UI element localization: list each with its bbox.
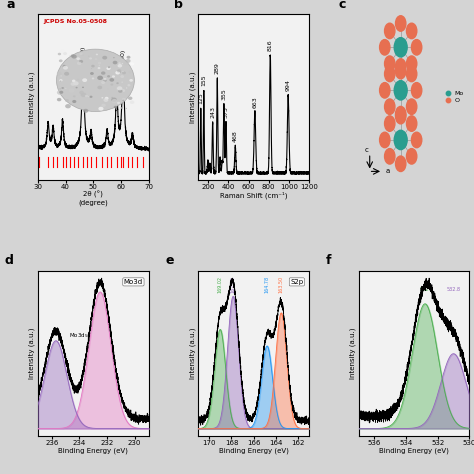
Text: 468: 468 <box>233 130 238 142</box>
Text: 994: 994 <box>286 79 291 91</box>
Text: Mo3d$_{5/2}$: Mo3d$_{5/2}$ <box>69 331 91 340</box>
Circle shape <box>407 66 417 82</box>
Circle shape <box>395 156 406 172</box>
Circle shape <box>395 16 406 31</box>
Circle shape <box>411 132 422 148</box>
X-axis label: Binding Energy (eV): Binding Energy (eV) <box>219 447 289 454</box>
Circle shape <box>384 116 395 131</box>
Text: a: a <box>385 168 390 174</box>
Circle shape <box>384 23 395 39</box>
Circle shape <box>407 116 417 131</box>
Text: 289: 289 <box>215 63 220 74</box>
Circle shape <box>384 66 395 82</box>
Text: 125: 125 <box>198 92 203 104</box>
Text: 164.78: 164.78 <box>264 275 270 293</box>
Text: 532.8: 532.8 <box>447 287 460 292</box>
Circle shape <box>380 82 390 98</box>
Text: 355: 355 <box>221 89 227 100</box>
Text: Mo3d: Mo3d <box>124 279 143 285</box>
Text: 663: 663 <box>252 96 257 108</box>
Circle shape <box>384 99 395 114</box>
Text: S2p: S2p <box>290 279 303 285</box>
X-axis label: 2θ (°)
(degree): 2θ (°) (degree) <box>78 191 108 206</box>
Circle shape <box>384 56 395 72</box>
X-axis label: Binding Energy (eV): Binding Energy (eV) <box>58 447 128 454</box>
Circle shape <box>394 81 407 100</box>
Text: (0100): (0100) <box>120 48 126 69</box>
Text: e: e <box>165 254 173 267</box>
Text: 167.85: 167.85 <box>231 275 236 293</box>
Text: (810): (810) <box>81 46 85 63</box>
Text: 155: 155 <box>201 75 206 86</box>
Legend: Mo, O: Mo, O <box>444 88 466 106</box>
Text: 375: 375 <box>223 106 228 118</box>
Text: c: c <box>339 0 346 10</box>
Text: 243: 243 <box>210 106 215 118</box>
X-axis label: Raman Shift (cm⁻¹): Raman Shift (cm⁻¹) <box>220 191 287 199</box>
Text: 816: 816 <box>268 39 273 51</box>
Y-axis label: Intensity (a.u.): Intensity (a.u.) <box>28 328 35 379</box>
Text: JCPDS No.05-0508: JCPDS No.05-0508 <box>44 19 108 24</box>
Circle shape <box>380 39 390 55</box>
Text: 163.50: 163.50 <box>279 275 284 293</box>
Circle shape <box>395 64 406 79</box>
Y-axis label: Intensity (a.u.): Intensity (a.u.) <box>189 328 195 379</box>
Circle shape <box>407 148 417 164</box>
Text: f: f <box>326 254 331 267</box>
Circle shape <box>407 23 417 39</box>
Text: 169.02: 169.02 <box>218 275 223 292</box>
Circle shape <box>395 59 406 74</box>
Circle shape <box>384 148 395 164</box>
Circle shape <box>394 130 407 150</box>
Text: d: d <box>5 254 14 267</box>
Circle shape <box>395 109 406 124</box>
Text: c: c <box>365 146 368 153</box>
Y-axis label: Intensity (a.u.): Intensity (a.u.) <box>28 71 35 123</box>
Circle shape <box>407 56 417 72</box>
Circle shape <box>380 132 390 148</box>
Circle shape <box>394 37 407 57</box>
Circle shape <box>395 106 406 122</box>
Text: (062): (062) <box>114 78 119 94</box>
Circle shape <box>411 39 422 55</box>
Y-axis label: Intensity (a.u.): Intensity (a.u.) <box>349 328 356 379</box>
Circle shape <box>407 99 417 114</box>
Y-axis label: Intensity (a.u.): Intensity (a.u.) <box>189 71 195 123</box>
Text: a: a <box>7 0 16 10</box>
Circle shape <box>411 82 422 98</box>
X-axis label: Binding Energy (eV): Binding Energy (eV) <box>379 447 449 454</box>
Text: b: b <box>174 0 183 10</box>
Text: 532.: 532. <box>419 287 430 292</box>
